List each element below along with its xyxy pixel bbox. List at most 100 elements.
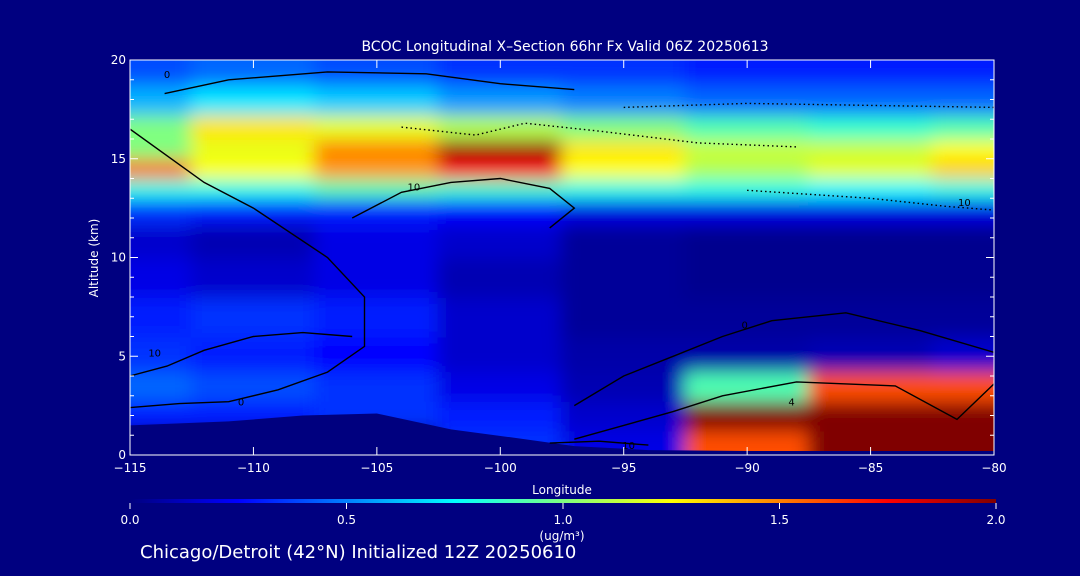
contour-label: 0	[741, 321, 747, 332]
colorbar-unit-label: (ug/m³)	[539, 529, 584, 543]
heatmap-cell	[684, 157, 810, 180]
x-axis-ticks: −115 −110 −105 −100 −95 −90 −85 −80	[114, 60, 1007, 475]
heatmap-cell	[807, 221, 934, 259]
y-tick-label: 15	[111, 152, 126, 166]
heatmap-cell	[807, 83, 934, 116]
heatmap-cell	[561, 256, 687, 298]
heatmap-cell	[684, 138, 810, 160]
contour-label: 4	[788, 398, 794, 409]
heatmap-cell	[437, 83, 563, 116]
contour-line	[574, 381, 994, 440]
colorbar-tick-label: 1.5	[770, 513, 789, 527]
colorbar-tick-label: 0.0	[120, 513, 139, 527]
heatmap-cell	[931, 370, 994, 402]
x-tick-label: −90	[734, 461, 759, 475]
heatmap-cell	[314, 335, 440, 373]
heatmap-cell	[130, 256, 193, 298]
heatmap-cell	[437, 197, 563, 224]
heatmap-cells	[130, 60, 994, 455]
heatmap-cell	[437, 370, 563, 402]
contour-line	[164, 71, 575, 95]
x-tick-label: −105	[360, 461, 393, 475]
y-tick-label: 10	[111, 251, 126, 265]
heatmap-cell	[931, 256, 994, 298]
heatmap-cell	[314, 83, 440, 116]
heatmap-cell	[130, 83, 193, 116]
heatmap-cell	[314, 296, 440, 338]
x-tick-label: −80	[981, 461, 1006, 475]
heatmap-cell	[190, 83, 317, 116]
heatmap-cell	[190, 296, 317, 338]
heatmap-cell	[190, 197, 317, 224]
x-axis-label: Longitude	[532, 483, 592, 497]
heatmap-cell	[314, 256, 440, 298]
heatmap-cell	[807, 399, 934, 432]
heatmap-cell	[807, 370, 934, 402]
heatmap-cell	[190, 335, 317, 373]
heatmap-cell	[807, 296, 934, 338]
contour-label: 10	[408, 182, 421, 193]
heatmap-cell	[561, 296, 687, 338]
y-tick-label: 0	[118, 448, 126, 462]
heatmap-cell	[931, 157, 994, 180]
heatmap-cell	[314, 138, 440, 160]
heatmap-cell	[807, 138, 934, 160]
heatmap-cell	[130, 221, 193, 259]
x-tick-label: −115	[114, 461, 147, 475]
heatmap-cell	[931, 83, 994, 116]
heatmap-cell	[561, 335, 687, 373]
colorbar-tick-label: 0.5	[337, 513, 356, 527]
heatmap-cell	[314, 157, 440, 180]
heatmap-cell	[931, 221, 994, 259]
concentration-field	[130, 60, 994, 455]
heatmap-cell	[931, 138, 994, 160]
heatmap-cell	[437, 221, 563, 259]
heatmap-cell	[931, 197, 994, 224]
heatmap-cell	[561, 138, 687, 160]
heatmap-cell	[130, 335, 193, 373]
contour-line	[401, 122, 797, 148]
contour-lines: 0 0 10 10 0 4 10 10	[130, 70, 994, 452]
heatmap-cell	[684, 221, 810, 259]
heatmap-cell	[684, 177, 810, 200]
heatmap-cell	[684, 296, 810, 338]
heatmap-cell	[931, 177, 994, 200]
heatmap-cell	[314, 221, 440, 259]
heatmap-cell	[684, 335, 810, 373]
heatmap-cell	[130, 138, 193, 160]
y-axis-ticks: 0 5 10 15 20	[111, 53, 994, 462]
footer-caption: Chicago/Detroit (42°N) Initialized 12Z 2…	[140, 542, 577, 563]
heatmap-cell	[561, 399, 687, 432]
x-tick-label: −85	[858, 461, 883, 475]
heatmap-cell	[130, 60, 193, 86]
heatmap-cell	[437, 177, 563, 200]
heatmap-cell	[314, 370, 440, 402]
heatmap-cell	[190, 256, 317, 298]
colorbar-tick-label: 2.0	[986, 513, 1005, 527]
contour-line	[623, 102, 994, 109]
heatmap-cell	[931, 399, 994, 432]
heatmap-cell	[561, 221, 687, 259]
heatmap-cell	[931, 60, 994, 86]
heatmap-cell	[437, 113, 563, 140]
heatmap-cell	[130, 370, 193, 402]
colorbar-tick-label: 1.0	[553, 513, 572, 527]
heatmap-cell	[684, 256, 810, 298]
heatmap-cell	[130, 157, 193, 180]
heatmap-cell	[437, 399, 563, 432]
heatmap-cell	[190, 221, 317, 259]
heatmap-cell	[130, 177, 193, 200]
heatmap-cell	[190, 113, 317, 140]
contour-label: 10	[148, 348, 161, 359]
contour-line	[351, 177, 576, 229]
terrain-mask	[130, 413, 994, 455]
y-tick-label: 20	[111, 53, 126, 67]
heatmap-cell	[931, 113, 994, 140]
x-tick-label: −100	[484, 461, 517, 475]
heatmap-cell	[807, 335, 934, 373]
heatmap-cell	[561, 177, 687, 200]
heatmap-cell	[437, 138, 563, 160]
heatmap-cell	[437, 256, 563, 298]
colorbar	[130, 499, 996, 503]
